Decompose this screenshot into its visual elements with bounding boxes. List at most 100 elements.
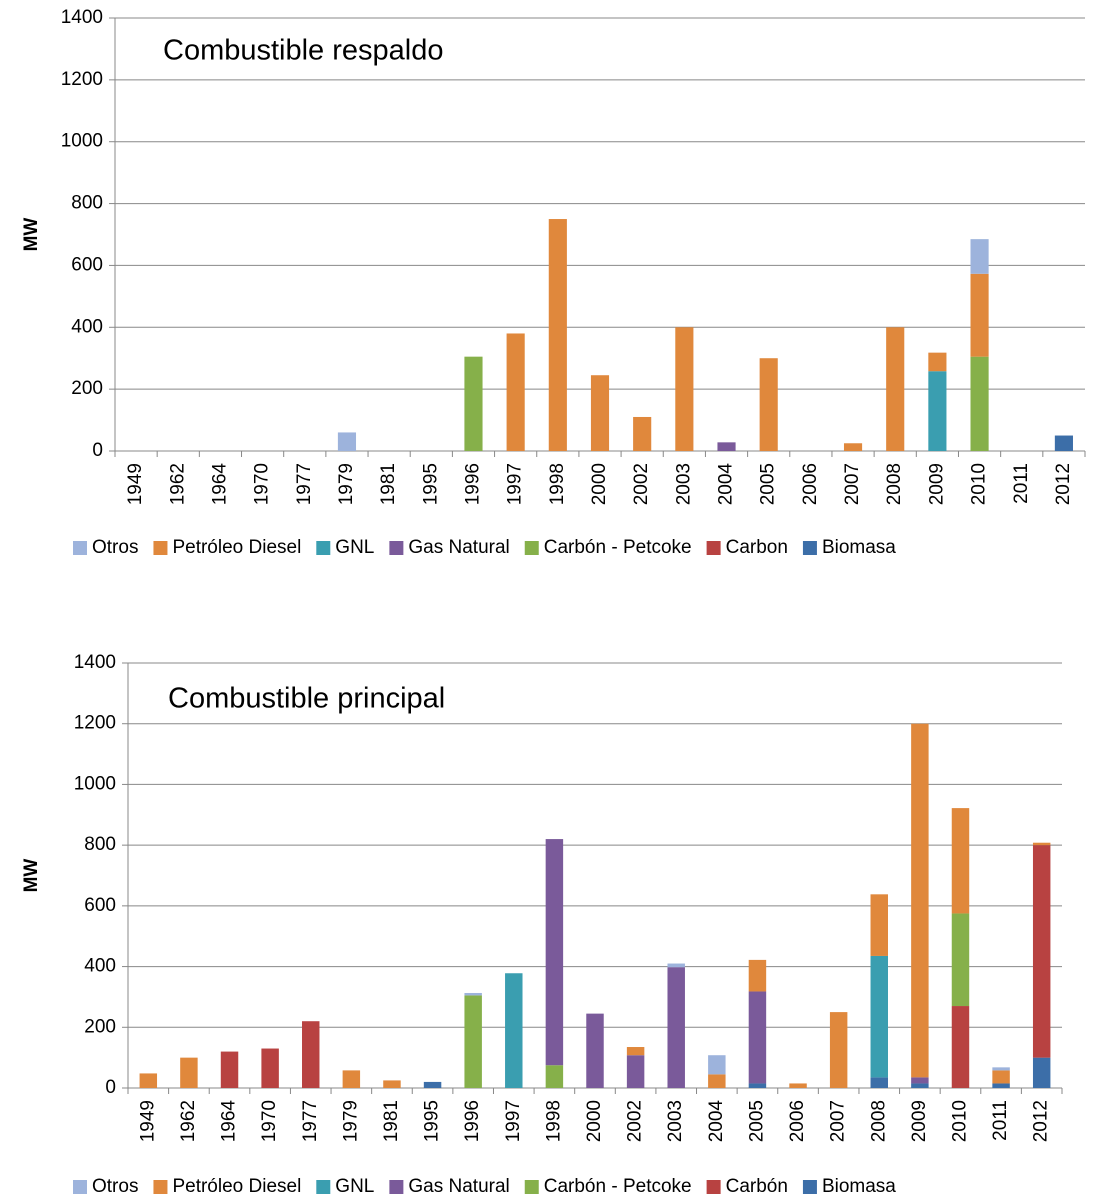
legend-swatch — [802, 1180, 817, 1194]
x-tick-label: 2009 — [926, 463, 947, 505]
x-tick-label: 1977 — [294, 463, 315, 505]
legend-label: GNL — [335, 537, 374, 558]
bar-segment — [911, 1077, 929, 1084]
x-tick-label: 2006 — [787, 1100, 808, 1142]
y-tick-label: 1400 — [61, 7, 103, 28]
legend-swatch — [706, 541, 721, 555]
bar-segment — [464, 995, 482, 1088]
y-tick-label: 1200 — [74, 713, 116, 734]
bar-segment — [951, 1006, 970, 1088]
bar-segment — [870, 955, 888, 1078]
bar-segment — [970, 273, 989, 357]
bar-segment — [667, 967, 685, 1088]
bar-segment — [843, 443, 863, 451]
bar-segment — [545, 839, 564, 1066]
x-tick-label: 1996 — [462, 1100, 483, 1142]
x-tick-label: 2012 — [1031, 1100, 1052, 1142]
bar-segment — [748, 991, 767, 1084]
bar-segment — [506, 333, 525, 451]
bar-segment — [626, 1047, 645, 1056]
bar-segment — [337, 432, 357, 451]
x-tick-label: 1981 — [381, 1100, 402, 1142]
legend-swatch — [389, 541, 404, 555]
y-tick-label: 1000 — [74, 773, 116, 794]
x-tick-label: 1996 — [462, 463, 483, 505]
x-tick-label: 2010 — [969, 463, 990, 505]
y-tick-label: 600 — [84, 895, 116, 916]
bar-segment — [590, 375, 610, 451]
y-tick-label: 600 — [71, 254, 103, 275]
legend-swatch — [73, 541, 87, 555]
y-tick-label: 800 — [71, 193, 103, 214]
bar-segment — [970, 356, 989, 451]
x-tick-label: 2010 — [949, 1100, 970, 1142]
bar-segment — [1032, 845, 1051, 1058]
bar-segment — [870, 1077, 888, 1088]
bar-segment — [951, 808, 970, 914]
bar-segment — [667, 963, 685, 968]
x-tick-label: 1997 — [505, 463, 526, 505]
x-tick-label: 2004 — [716, 463, 737, 506]
x-tick-label: 2000 — [589, 463, 610, 505]
bar-segment — [1054, 435, 1073, 451]
x-tick-label: 2007 — [842, 463, 863, 505]
x-tick-label: 2003 — [665, 1100, 686, 1142]
bar-segment — [829, 1012, 848, 1088]
legend-label: Petróleo Diesel — [172, 1176, 301, 1197]
y-tick-label: 200 — [84, 1016, 116, 1037]
x-tick-label: 1981 — [378, 463, 399, 505]
x-tick-label: 2008 — [868, 1100, 889, 1142]
x-tick-label: 1979 — [336, 463, 357, 505]
bar-segment — [951, 913, 970, 1007]
x-tick-label: 2011 — [1011, 463, 1032, 504]
y-tick-label: 400 — [84, 956, 116, 977]
bar-segment — [911, 723, 929, 1078]
x-tick-label: 2002 — [625, 1100, 646, 1142]
bar-segment — [180, 1057, 198, 1088]
bar-segment — [261, 1048, 279, 1088]
bar-segment — [911, 1083, 929, 1088]
bar-segment — [633, 416, 652, 451]
y-tick-label: 0 — [105, 1077, 116, 1098]
bar-segment — [970, 239, 989, 274]
x-tick-label: 2000 — [584, 1100, 605, 1142]
bar-segment — [789, 1083, 807, 1088]
bar-segment — [748, 959, 767, 992]
x-tick-label: 2007 — [828, 1100, 849, 1142]
legend-swatch — [153, 541, 168, 555]
y-axis-title: MW — [21, 859, 42, 893]
bar-segment — [928, 371, 947, 451]
bar-segment — [886, 327, 905, 451]
x-tick-label: 2002 — [631, 463, 652, 505]
bar-segment — [464, 992, 482, 996]
bar-segment — [928, 352, 947, 372]
x-tick-label: 1997 — [503, 1100, 524, 1142]
legend-swatch — [524, 541, 539, 555]
legend-swatch — [524, 1180, 539, 1194]
legend-label: Carbón - Petcoke — [544, 1176, 692, 1197]
x-tick-label: 1998 — [547, 463, 568, 505]
y-tick-label: 1000 — [61, 131, 103, 152]
legend-swatch — [73, 1180, 87, 1194]
y-tick-label: 1400 — [74, 652, 116, 673]
y-tick-label: 400 — [71, 316, 103, 337]
bar-segment — [220, 1051, 239, 1088]
legend-label: Otros — [92, 537, 138, 558]
legend-swatch — [316, 541, 331, 555]
bar-segment — [139, 1073, 158, 1088]
bar-segment — [423, 1081, 442, 1088]
chart-title: Combustible principal — [168, 683, 445, 715]
bar-segment — [1032, 1057, 1051, 1088]
x-tick-label: 1962 — [178, 1100, 199, 1142]
y-tick-label: 1200 — [61, 69, 103, 90]
bar-segment — [992, 1083, 1010, 1088]
y-tick-label: 0 — [92, 440, 103, 461]
x-tick-label: 2005 — [746, 1100, 767, 1142]
bar-segment — [992, 1070, 1010, 1084]
legend-swatch — [316, 1180, 331, 1194]
legend-swatch — [389, 1180, 404, 1194]
bar-segment — [708, 1074, 726, 1088]
bar-segment — [992, 1067, 1010, 1071]
legend-label: Biomasa — [822, 537, 896, 558]
